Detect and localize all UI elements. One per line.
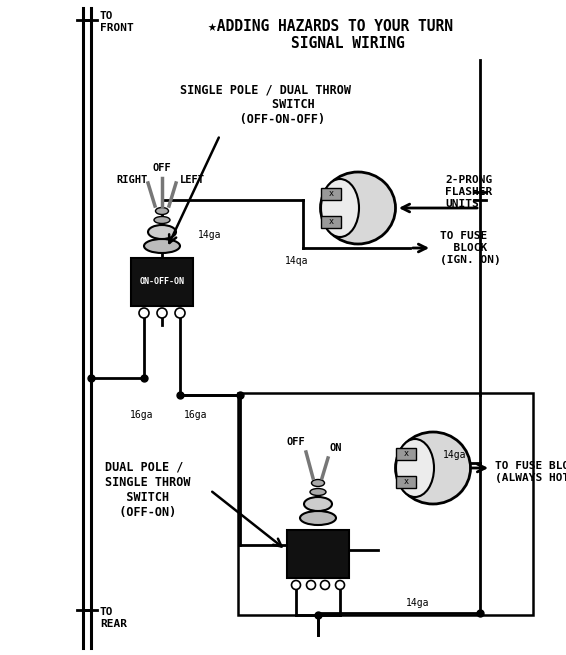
Ellipse shape bbox=[310, 489, 326, 495]
Text: 16ga: 16ga bbox=[185, 410, 208, 420]
Ellipse shape bbox=[320, 172, 396, 244]
Circle shape bbox=[320, 580, 329, 590]
Circle shape bbox=[139, 308, 149, 318]
Ellipse shape bbox=[321, 179, 359, 237]
Ellipse shape bbox=[311, 479, 324, 487]
Ellipse shape bbox=[154, 217, 170, 223]
Text: ON: ON bbox=[330, 443, 342, 453]
Text: 14ga: 14ga bbox=[406, 598, 430, 608]
Text: 14ga: 14ga bbox=[443, 450, 467, 460]
Text: 2-PRONG
FLASHER
UNITS: 2-PRONG FLASHER UNITS bbox=[445, 176, 492, 208]
Ellipse shape bbox=[148, 225, 176, 239]
Bar bbox=[396, 448, 416, 460]
Text: ★ADDING HAZARDS TO YOUR TURN
    SIGNAL WIRING: ★ADDING HAZARDS TO YOUR TURN SIGNAL WIRI… bbox=[208, 19, 452, 51]
Text: 16ga: 16ga bbox=[130, 410, 154, 420]
Text: 14qa: 14qa bbox=[285, 256, 308, 266]
Bar bbox=[287, 530, 349, 578]
Circle shape bbox=[307, 580, 315, 590]
Bar bbox=[396, 476, 416, 488]
Text: LEFT: LEFT bbox=[179, 175, 204, 185]
Text: x: x bbox=[404, 477, 409, 487]
Ellipse shape bbox=[300, 511, 336, 525]
Text: TO FUSE
  BLOCK
(IGN. ON): TO FUSE BLOCK (IGN. ON) bbox=[440, 231, 501, 265]
Ellipse shape bbox=[156, 208, 169, 214]
Bar bbox=[131, 258, 193, 306]
Circle shape bbox=[336, 580, 345, 590]
Ellipse shape bbox=[396, 439, 434, 497]
Text: ON-OFF-ON: ON-OFF-ON bbox=[139, 278, 185, 286]
Text: SINGLE POLE / DUAL THROW
        SWITCH
     (OFF-ON-OFF): SINGLE POLE / DUAL THROW SWITCH (OFF-ON-… bbox=[179, 83, 350, 126]
Text: x: x bbox=[328, 217, 333, 227]
Bar bbox=[321, 188, 341, 200]
Text: OFF: OFF bbox=[153, 163, 171, 173]
Text: 14ga: 14ga bbox=[198, 230, 222, 240]
Ellipse shape bbox=[304, 497, 332, 511]
Text: RIGHT: RIGHT bbox=[117, 175, 148, 185]
Bar bbox=[238, 393, 533, 615]
Circle shape bbox=[157, 308, 167, 318]
Circle shape bbox=[291, 580, 301, 590]
Text: TO FUSE BLOCK
(ALWAYS HOT): TO FUSE BLOCK (ALWAYS HOT) bbox=[495, 461, 566, 483]
Ellipse shape bbox=[144, 239, 180, 253]
Text: DUAL POLE /
SINGLE THROW
   SWITCH
  (OFF-ON): DUAL POLE / SINGLE THROW SWITCH (OFF-ON) bbox=[105, 461, 191, 519]
Circle shape bbox=[175, 308, 185, 318]
Text: x: x bbox=[404, 449, 409, 458]
Text: TO
FRONT: TO FRONT bbox=[100, 11, 134, 33]
Bar bbox=[321, 216, 341, 228]
Ellipse shape bbox=[396, 432, 470, 504]
Text: OFF: OFF bbox=[286, 437, 306, 447]
Text: x: x bbox=[328, 189, 333, 198]
Text: TO
REAR: TO REAR bbox=[100, 607, 127, 629]
